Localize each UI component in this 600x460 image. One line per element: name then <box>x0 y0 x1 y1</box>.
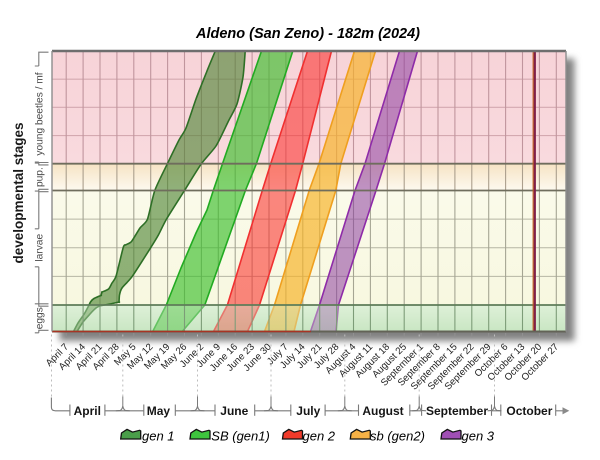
svg-text:May: May <box>147 404 171 418</box>
svg-text:Aldeno (San Zeno) - 182m (2024: Aldeno (San Zeno) - 182m (2024) <box>195 26 420 42</box>
svg-text:eggs: eggs <box>35 307 46 329</box>
svg-text:September: September <box>426 404 488 418</box>
svg-text:gen 2: gen 2 <box>303 429 336 444</box>
svg-text:gen 3: gen 3 <box>462 429 495 444</box>
svg-text:pup.: pup. <box>35 167 46 187</box>
svg-text:April: April <box>74 404 101 418</box>
svg-text:larvae: larvae <box>35 234 46 262</box>
svg-text:October: October <box>506 404 552 418</box>
svg-text:developmental stages: developmental stages <box>11 122 26 263</box>
svg-text:June: June <box>220 404 248 418</box>
svg-text:sb (gen2): sb (gen2) <box>370 429 425 444</box>
svg-text:young beetles / mf: young beetles / mf <box>35 72 46 155</box>
svg-text:July: July <box>296 404 320 418</box>
svg-text:August: August <box>362 404 403 418</box>
svg-text:gen 1: gen 1 <box>142 429 175 444</box>
svg-text:SB (gen1): SB (gen1) <box>211 429 270 444</box>
